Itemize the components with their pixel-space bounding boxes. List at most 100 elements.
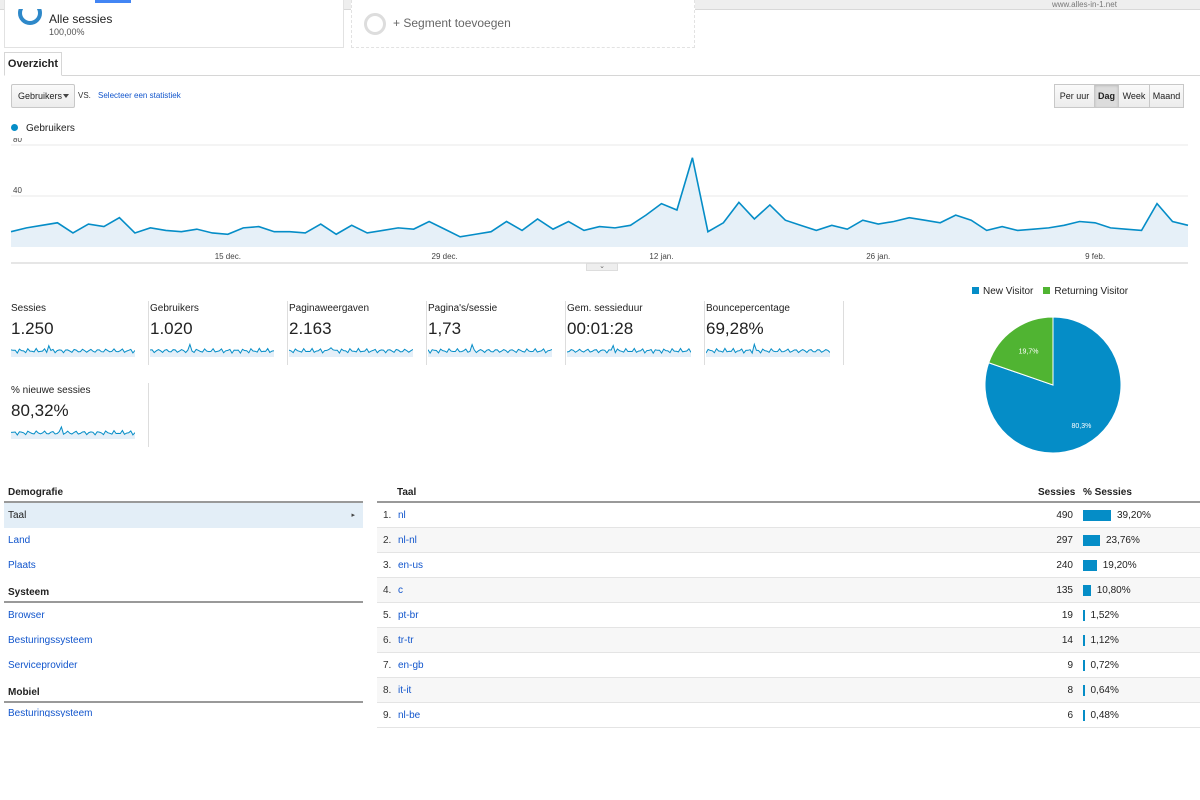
x-tick-label: 26 jan.: [866, 252, 890, 261]
tab-overzicht[interactable]: Overzicht: [4, 52, 62, 76]
sparkline-line: [11, 344, 135, 355]
table-row[interactable]: 4. c 135 10,80%: [377, 578, 1200, 603]
nav-item-mobiel-besturingssysteem[interactable]: Besturingssysteem: [8, 708, 93, 717]
table-row[interactable]: 7. en-gb 9 0,72%: [377, 653, 1200, 678]
metric-label: Bouncepercentage: [706, 303, 790, 314]
row-pct: 23,76%: [1105, 535, 1140, 546]
table-row[interactable]: 3. en-us 240 19,20%: [377, 553, 1200, 578]
nav-header-systeem: Systeem: [4, 578, 363, 603]
row-share-bar: [1083, 535, 1100, 546]
sparkline-line: [706, 342, 830, 355]
row-language-link[interactable]: pt-br: [398, 610, 419, 621]
row-language-link[interactable]: en-gb: [398, 660, 424, 671]
nav-item-browser[interactable]: Browser: [8, 610, 45, 621]
metric-paginaweergaven[interactable]: Paginaweergaven 2.163: [289, 301, 427, 365]
row-language-link[interactable]: it-it: [398, 685, 412, 696]
row-language-link[interactable]: nl-be: [398, 710, 421, 721]
segment-card-all-sessions[interactable]: [4, 0, 344, 48]
sparkline-area: [706, 344, 830, 357]
table-header: Taal Sessies % Sessies: [377, 486, 1200, 503]
metric-paginas-per-sessie[interactable]: Pagina's/sessie 1,73: [428, 301, 566, 365]
users-line-chart[interactable]: 40 80 15 dec. 29 dec. 12 jan. 26 jan. 9 feb.: [0, 138, 1200, 266]
add-segment-card[interactable]: [351, 0, 695, 48]
day-button[interactable]: Dag: [1094, 84, 1119, 108]
sparkline-line: [150, 342, 274, 355]
y-tick-label: 40: [13, 186, 22, 195]
legend-label: Returning Visitor: [1054, 286, 1129, 297]
row-pct: 0,48%: [1090, 710, 1119, 721]
column-header-sessies[interactable]: Sessies: [1038, 487, 1076, 498]
row-rank: 3.: [383, 560, 392, 571]
metric-bouncepercentage[interactable]: Bouncepercentage 69,28%: [706, 301, 844, 365]
x-tick-label: 29 dec.: [432, 252, 458, 261]
metric-value: 1,73: [428, 319, 462, 338]
sparkline-line: [567, 344, 691, 355]
series-area: [11, 157, 1188, 247]
pie-slice-returning-visitor[interactable]: [988, 316, 1054, 386]
metric-gebruikers[interactable]: Gebruikers 1.020: [150, 301, 288, 365]
metric-sparkline: [428, 343, 552, 357]
nav-item-taal[interactable]: Taal ▸: [4, 503, 363, 528]
row-language-link[interactable]: nl-nl: [398, 535, 417, 546]
row-share-bar: [1083, 710, 1085, 721]
metric-sessies[interactable]: Sessies 1.250: [11, 301, 149, 365]
pie-slice-label: 80,3%: [1071, 423, 1091, 430]
column-header-pct-sessies[interactable]: % Sessies: [1083, 487, 1132, 498]
table-row[interactable]: 6. tr-tr 14 1,12%: [377, 628, 1200, 653]
row-share-bar: [1083, 635, 1085, 646]
x-tick-label: 12 jan.: [649, 252, 673, 261]
row-pct: 0,72%: [1090, 660, 1119, 671]
column-header-taal[interactable]: Taal: [397, 487, 417, 498]
metric-dropdown[interactable]: Gebruikers: [11, 84, 75, 108]
select-statistic-link[interactable]: Selecteer een statistiek: [98, 91, 181, 100]
nav-item-serviceprovider[interactable]: Serviceprovider: [8, 660, 78, 671]
segment-ring-icon: [18, 9, 42, 25]
pie-legend-item[interactable]: New Visitor: [972, 286, 1033, 297]
segment-title: Alle sessies: [49, 12, 113, 26]
table-body: 1. nl 490 39,20% 2. nl-nl 297 23,76% 3. en-us 240 1…: [377, 503, 1200, 728]
vs-label: VS.: [78, 91, 91, 100]
row-language-link[interactable]: nl: [398, 510, 406, 521]
row-language-link[interactable]: en-us: [398, 560, 424, 571]
legend-label: New Visitor: [983, 286, 1034, 297]
sparkline-line: [11, 425, 135, 436]
row-share-bar: [1083, 560, 1097, 571]
language-table: Taal Sessies % Sessies 1. nl 490 39,20% 2. nl…: [377, 486, 1200, 728]
metric-gem-sessieduur[interactable]: Gem. sessieduur 00:01:28: [567, 301, 705, 365]
table-row[interactable]: 8. it-it 8 0,64%: [377, 678, 1200, 703]
nav-item-land[interactable]: Land: [8, 535, 31, 546]
caret-down-icon: [63, 94, 69, 98]
row-rank: 2.: [383, 535, 392, 546]
pie-legend: New Visitor Returning Visitor: [972, 286, 1128, 297]
row-pct: 19,20%: [1102, 560, 1137, 571]
add-segment-link[interactable]: + Segment toevoegen: [393, 16, 511, 30]
x-tick-label: 9 feb.: [1085, 252, 1105, 261]
row-language-link[interactable]: tr-tr: [398, 635, 414, 646]
chart-collapse-toggle[interactable]: ⌄: [586, 263, 618, 271]
metric-nieuwe-sessies[interactable]: % nieuwe sessies 80,32%: [11, 383, 149, 447]
table-row[interactable]: 1. nl 490 39,20%: [377, 503, 1200, 528]
metric-value: 1.020: [150, 319, 193, 338]
pie-slice-label: 19,7%: [1019, 349, 1039, 356]
table-row[interactable]: 5. pt-br 19 1,52%: [377, 603, 1200, 628]
per-hour-button[interactable]: Per uur: [1054, 84, 1095, 108]
row-share-bar: [1083, 610, 1085, 621]
dimension-nav: Demografie Taal ▸ Land Plaats Systeem Bro…: [4, 486, 363, 717]
table-row[interactable]: 9. nl-be 6 0,48%: [377, 703, 1200, 728]
visitor-type-pie-chart[interactable]: 80,3% 19,7%: [984, 311, 1122, 459]
table-row[interactable]: 2. nl-nl 297 23,76%: [377, 528, 1200, 553]
metric-value: 00:01:28: [567, 319, 634, 338]
row-language-link[interactable]: c: [398, 585, 403, 596]
week-button[interactable]: Week: [1118, 84, 1150, 108]
row-sessions: 8: [1067, 685, 1073, 696]
nav-item-besturingssysteem[interactable]: Besturingssysteem: [8, 635, 93, 646]
pie-legend-item[interactable]: Returning Visitor: [1043, 286, 1128, 297]
month-button[interactable]: Maand: [1149, 84, 1184, 108]
row-sessions: 9: [1067, 660, 1073, 671]
row-share-bar: [1083, 510, 1111, 521]
metric-label: % nieuwe sessies: [11, 385, 91, 396]
nav-header-demografie: Demografie: [4, 486, 363, 503]
nav-item-plaats[interactable]: Plaats: [8, 560, 36, 571]
sparkline-line: [289, 347, 413, 355]
metric-label: Gem. sessieduur: [567, 303, 643, 314]
